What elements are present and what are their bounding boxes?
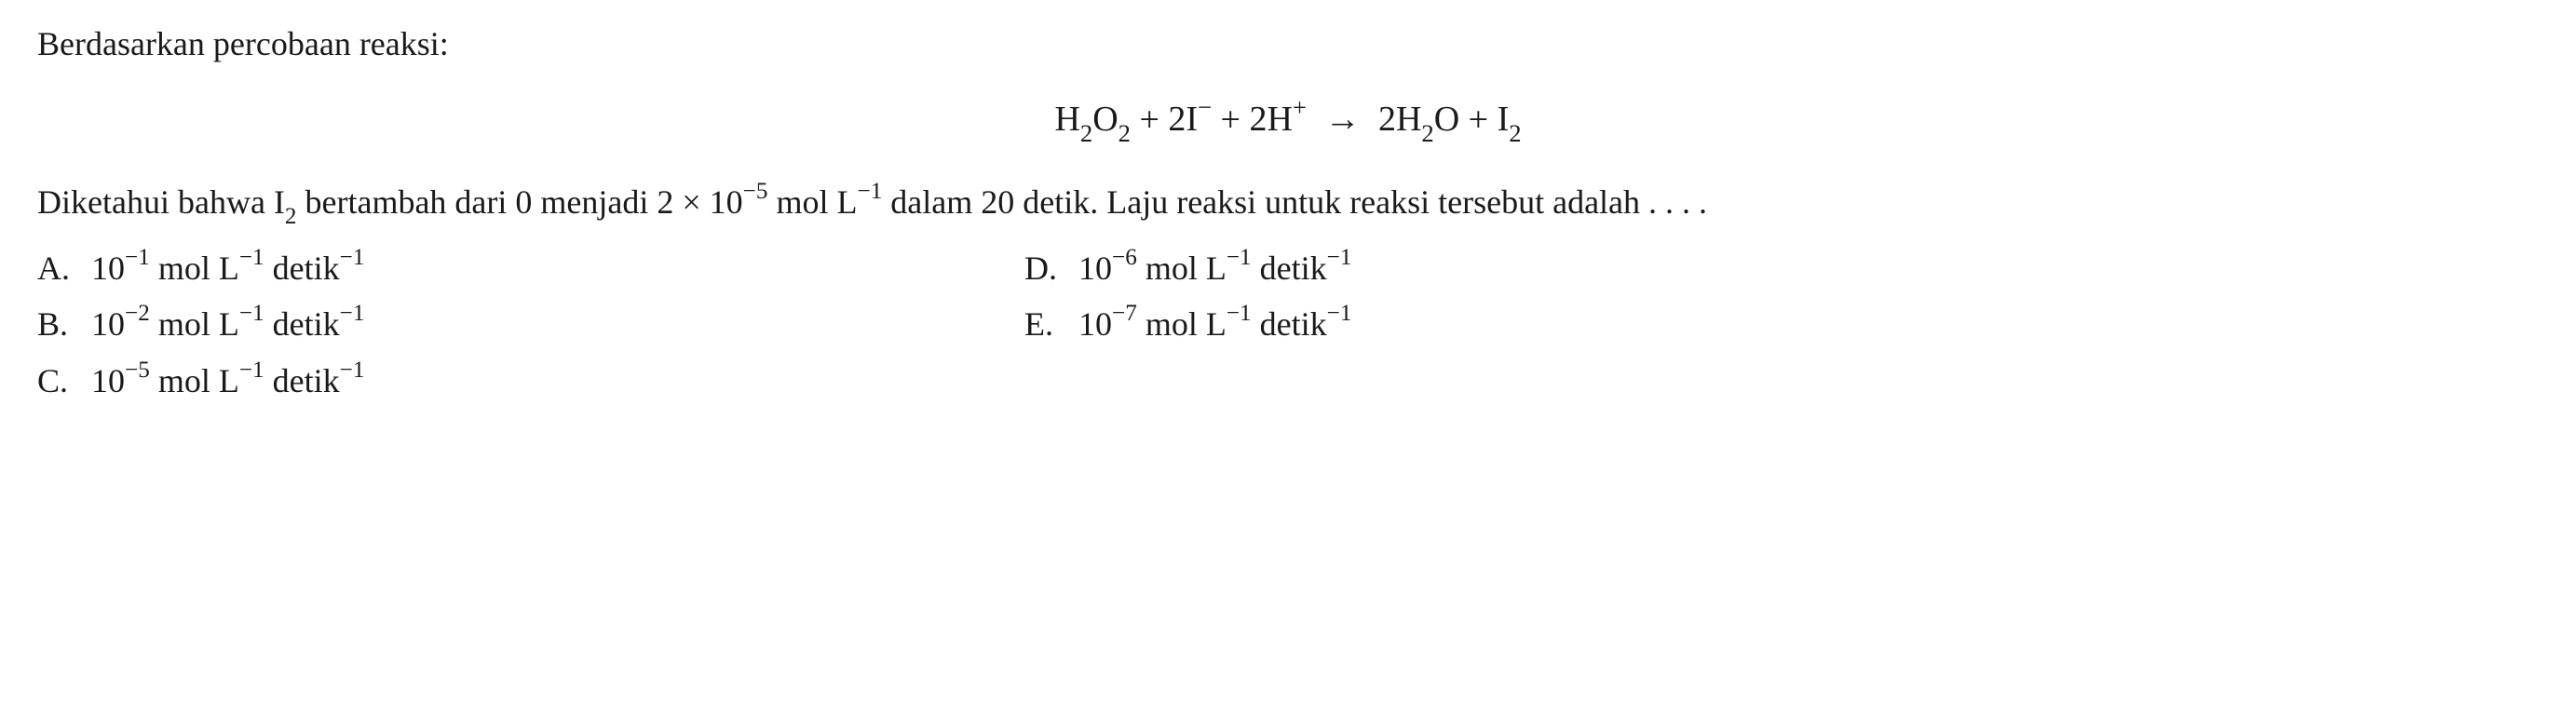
intro-text: Berdasarkan percobaan reaksi: — [37, 19, 2539, 71]
option-label: C. — [37, 356, 91, 408]
question-text: Diketahui bahwa I2 bertambah dari 0 menj… — [37, 176, 2539, 232]
lhs-term3: 2H+ — [1249, 100, 1306, 139]
option-value: 10−5 mol L−1 detik−1 — [91, 355, 364, 408]
lhs-term1: H2O2 — [1054, 100, 1131, 139]
option-a: A. 10−1 mol L−1 detik−1 — [37, 242, 913, 295]
rhs-term1: 2H2O — [1378, 100, 1459, 139]
option-label: D. — [1024, 243, 1078, 295]
arrow-icon: → — [1324, 92, 1360, 147]
option-label: E. — [1024, 299, 1078, 351]
option-value: 10−7 mol L−1 detik−1 — [1078, 298, 1351, 351]
options-grid: A. 10−1 mol L−1 detik−1 D. 10−6 mol L−1 … — [37, 242, 1900, 408]
plus: + — [1131, 100, 1168, 139]
option-label: B. — [37, 299, 91, 351]
plus: + — [1212, 100, 1249, 139]
lhs-term2: 2I− — [1168, 100, 1212, 139]
option-e: E. 10−7 mol L−1 detik−1 — [1024, 298, 1900, 351]
option-value: 10−2 mol L−1 detik−1 — [91, 298, 364, 351]
option-value: 10−6 mol L−1 detik−1 — [1078, 242, 1351, 295]
option-c: C. 10−5 mol L−1 detik−1 — [37, 355, 913, 408]
option-b: B. 10−2 mol L−1 detik−1 — [37, 298, 913, 351]
chemical-equation: H2O2 + 2I− + 2H+ → 2H2O + I2 — [37, 91, 2539, 150]
rhs-term2: I2 — [1498, 100, 1522, 139]
option-value: 10−1 mol L−1 detik−1 — [91, 242, 364, 295]
option-label: A. — [37, 243, 91, 295]
plus: + — [1459, 100, 1497, 139]
option-d: D. 10−6 mol L−1 detik−1 — [1024, 242, 1900, 295]
